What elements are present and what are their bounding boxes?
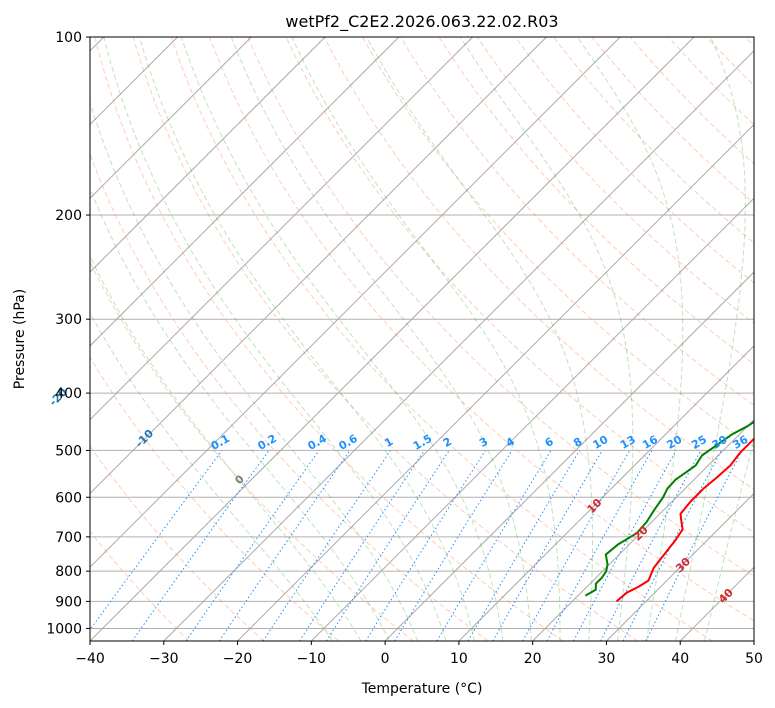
moist-adiabat-line	[90, 187, 390, 641]
x-tick-label: 10	[450, 651, 468, 667]
mixing-ratio-line	[573, 450, 677, 641]
dry-adiabat-line	[90, 356, 339, 641]
mixing-ratio-line	[546, 450, 653, 641]
plot-area	[90, 37, 754, 641]
mixing-ratio-line	[326, 450, 450, 641]
isotherm-lines	[90, 37, 754, 641]
mixing-ratio-line	[218, 450, 351, 641]
isotherm-line	[90, 37, 326, 273]
y-axis-title: Pressure (hPa)	[12, 289, 28, 389]
x-tick-label: 20	[524, 651, 542, 667]
moist-adiabat-line	[103, 37, 447, 641]
mixing-ratio-line	[262, 450, 391, 641]
mixing-ratio-line	[645, 450, 743, 641]
moist-adiabat-line	[90, 311, 333, 641]
dry-adiabat-line	[90, 445, 265, 641]
chart-title: wetPf2_C2E2.2026.063.22.02.R03	[285, 12, 558, 32]
isotherm-line	[384, 271, 754, 641]
dry-adiabat-line	[400, 37, 754, 406]
moist-adiabat-line	[291, 37, 561, 641]
isotherm-line	[163, 50, 754, 641]
x-axis-title: Temperature (°C)	[361, 681, 483, 697]
dewpoint-profile	[584, 420, 754, 597]
mixing-ratio-line	[185, 450, 320, 641]
dry-adiabat-line	[438, 37, 754, 365]
temperature-profile	[615, 437, 754, 603]
isotherm-line	[90, 37, 474, 421]
isotherm-line	[90, 37, 621, 568]
isotherm-line	[90, 37, 252, 200]
isotherm-line	[90, 37, 547, 495]
y-tick-label: 200	[55, 208, 82, 224]
y-tick-label: 300	[55, 312, 82, 328]
dry-adiabat-lines	[90, 37, 754, 641]
isotherm-line	[90, 37, 400, 347]
dry-adiabat-line	[209, 37, 754, 622]
mixing-ratio-line	[299, 450, 425, 641]
isotherm-line	[458, 345, 754, 641]
dry-adiabat-line	[90, 152, 489, 641]
dry-adiabat-line	[94, 37, 564, 641]
y-tick-label: 700	[55, 530, 82, 546]
isotherm-line	[237, 123, 754, 641]
moist-adiabat-line	[139, 37, 475, 641]
x-tick-label: 50	[745, 651, 763, 667]
y-axis-ticks: 100 200 300 400 500 600 700 800 900 1000	[46, 30, 90, 637]
moist-adiabat-line	[90, 255, 362, 641]
dry-adiabat-line	[323, 37, 754, 491]
dry-adiabat-line	[132, 37, 639, 641]
x-tick-label: −10	[297, 651, 327, 667]
sounding-profiles	[584, 420, 754, 603]
y-tick-label: 1000	[46, 621, 82, 637]
mixing-ratio-line	[394, 450, 513, 641]
y-tick-label: 100	[55, 30, 82, 46]
isotherm-line	[310, 197, 754, 641]
dry-adiabat-line	[90, 260, 414, 641]
moist-adiabat-line	[674, 37, 746, 641]
y-tick-label: 800	[55, 564, 82, 580]
dry-adiabat-line	[285, 37, 754, 534]
mixing-ratio-line	[522, 450, 631, 641]
moist-adiabat-line	[180, 37, 504, 641]
dry-adiabat-line	[515, 37, 754, 284]
dry-adiabat-line	[90, 530, 190, 641]
dry-adiabat-line	[362, 37, 754, 448]
mixing-ratio-lines	[90, 450, 743, 641]
mixing-ratio-line	[90, 450, 223, 631]
plot-frame	[89, 36, 755, 642]
x-tick-label: 0	[381, 651, 390, 667]
y-tick-label: 500	[55, 443, 82, 459]
x-tick-label: −20	[223, 651, 253, 667]
isotherm-line	[532, 418, 754, 641]
moist-adiabat-line	[704, 437, 754, 641]
x-axis-ticks: −40 −30 −20 −10 0 10 20 30 40 50	[75, 641, 763, 667]
x-tick-label: 40	[671, 651, 689, 667]
y-tick-label: 900	[55, 594, 82, 610]
dry-adiabat-line	[170, 37, 713, 641]
mixing-ratio-line	[131, 450, 270, 641]
pressure-gridlines	[90, 37, 754, 629]
x-tick-label: −30	[149, 651, 179, 667]
dry-adiabat-line	[247, 37, 754, 577]
isotherm-line	[606, 492, 754, 641]
moist-adiabat-line	[230, 37, 532, 641]
x-tick-label: −40	[75, 651, 105, 667]
x-tick-label: 30	[598, 651, 616, 667]
moist-adiabat-line	[366, 37, 594, 641]
isotherm-line	[90, 37, 695, 641]
y-tick-label: 600	[55, 490, 82, 506]
y-tick-label: 400	[55, 386, 82, 402]
